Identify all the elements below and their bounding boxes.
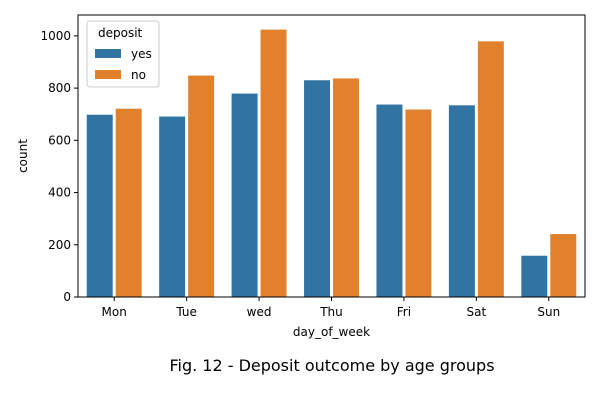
legend-title: deposit (98, 26, 143, 40)
bar-no-Tue (187, 74, 216, 298)
bar-no-wed (259, 28, 288, 298)
bar-yes-Thu (303, 79, 331, 298)
x-tick-label: Sun (537, 305, 560, 319)
y-tick-label: 0 (63, 290, 71, 304)
bar-yes-Sun (520, 254, 549, 298)
legend: deposit yes no (86, 20, 160, 88)
bar-no-Mon (114, 107, 143, 298)
figure-caption: Fig. 12 - Deposit outcome by age groups (169, 356, 495, 375)
legend-label-yes: yes (131, 47, 152, 61)
x-tick-label: Sat (467, 305, 487, 319)
bar-yes-Sat (447, 104, 476, 298)
y-tick-label: 800 (48, 81, 71, 95)
x-tick-label: wed (247, 305, 272, 319)
y-tick-label: 200 (48, 238, 71, 252)
y-tick-label: 600 (48, 133, 71, 147)
y-tick-label: 400 (48, 186, 71, 200)
bar-yes-Mon (85, 113, 114, 298)
x-axis: Mon Tue wed Thu Fri Sat Sun (102, 297, 560, 319)
y-axis-label: count (16, 139, 30, 173)
bar-yes-wed (230, 92, 259, 298)
x-axis-label: day_of_week (293, 325, 370, 339)
x-tick-label: Tue (175, 305, 197, 319)
bar-yes-Tue (158, 115, 187, 298)
bar-yes-Fri (375, 103, 404, 298)
bars-layer (85, 28, 578, 298)
bar-no-Fri (404, 108, 433, 298)
legend-items: yes no (95, 47, 152, 82)
x-tick-label: Fri (397, 305, 411, 319)
x-tick-label: Thu (319, 305, 343, 319)
legend-swatch-yes (95, 49, 121, 58)
x-tick-label: Mon (102, 305, 127, 319)
legend-label-no: no (131, 68, 146, 82)
bar-no-Sun (549, 233, 578, 298)
bar-no-Sat (476, 40, 505, 298)
y-axis: 0 200 400 600 800 1000 (40, 29, 78, 304)
legend-swatch-no (95, 70, 121, 79)
bar-no-Thu (332, 77, 360, 298)
y-tick-label: 1000 (40, 29, 71, 43)
